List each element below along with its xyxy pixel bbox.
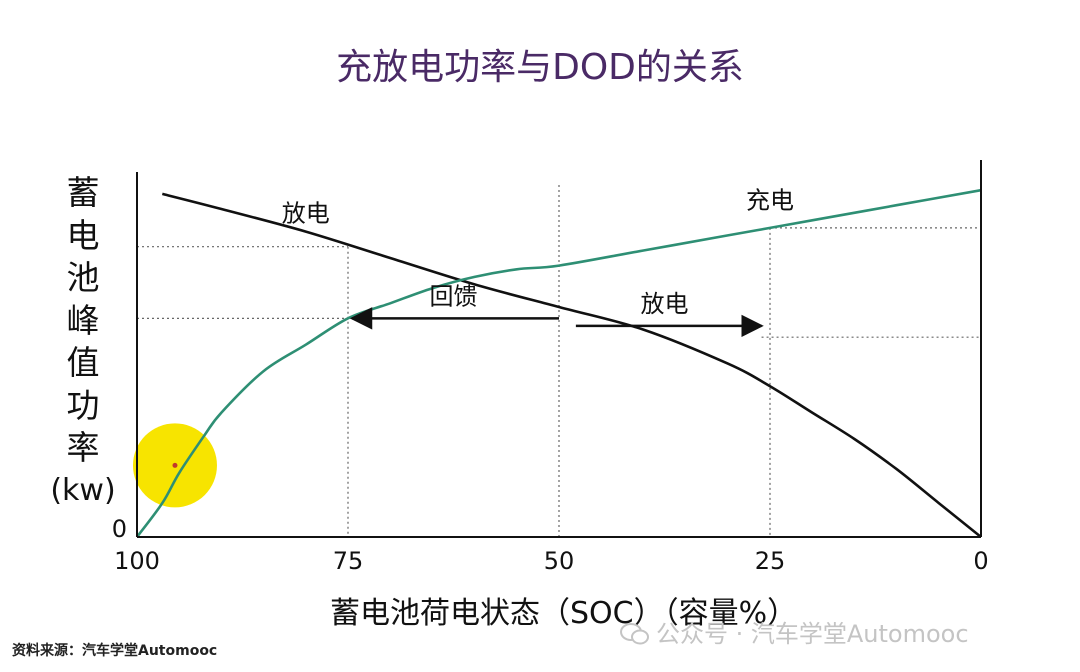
watermark-text: 公众号 · 汽车学堂Automooc (656, 620, 969, 648)
y-tick-label: 0 (112, 515, 127, 543)
y-axis-label-char: 池 (66, 258, 100, 297)
y-axis-label-char: 电 (66, 215, 100, 255)
y-axis-label-char: 峰 (66, 300, 100, 340)
y-axis-label: 蓄 电 池 峰 值 功 率 (kw) (38, 172, 128, 512)
x-tick-label: 50 (544, 547, 575, 575)
series-curves (132, 188, 982, 539)
x-tick-label: 0 (973, 547, 988, 575)
axis-ticks: 100 75 50 25 0 0 (112, 515, 989, 575)
y-axis-unit: (kw) (50, 472, 116, 508)
x-tick-label: 100 (114, 547, 160, 575)
y-axis-label-char: 功 (66, 385, 100, 425)
annotation-charge-top: 充电 (746, 186, 794, 214)
highlight-dot (172, 462, 178, 468)
annotation-discharge-top: 放电 (282, 200, 330, 228)
series-line (135, 188, 982, 538)
chart-title: 充放电功率与DOD的关系 (336, 47, 744, 88)
source-note: 资料来源：汽车学堂Automooc (12, 643, 218, 659)
y-axis-label-char: 值 (66, 343, 100, 382)
axes (136, 160, 982, 538)
guide-lines (137, 185, 981, 537)
watermark: 公众号 · 汽车学堂Automooc (620, 614, 969, 649)
annotation-feedback: 回馈 (430, 282, 478, 310)
x-axis-label: 蓄电池荷电状态（SOC）（容量%） (330, 596, 798, 631)
x-tick-label: 75 (333, 547, 364, 575)
y-axis-label-char: 蓄 (66, 173, 100, 212)
annotation-arrows (349, 307, 764, 338)
y-axis-label-char: 率 (66, 428, 100, 467)
annotation-discharge-mid: 放电 (641, 290, 689, 318)
series-line (161, 192, 982, 539)
wechat-icon (620, 623, 649, 645)
x-tick-label: 25 (755, 547, 786, 575)
